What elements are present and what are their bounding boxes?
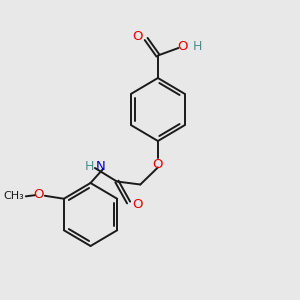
Text: O: O xyxy=(33,188,43,201)
Text: O: O xyxy=(132,29,142,43)
Text: H: H xyxy=(193,40,202,53)
Text: O: O xyxy=(178,40,188,53)
Text: N: N xyxy=(95,160,105,173)
Text: H: H xyxy=(85,160,94,173)
Text: CH₃: CH₃ xyxy=(4,191,24,201)
Text: O: O xyxy=(132,198,142,212)
Text: O: O xyxy=(153,158,163,171)
